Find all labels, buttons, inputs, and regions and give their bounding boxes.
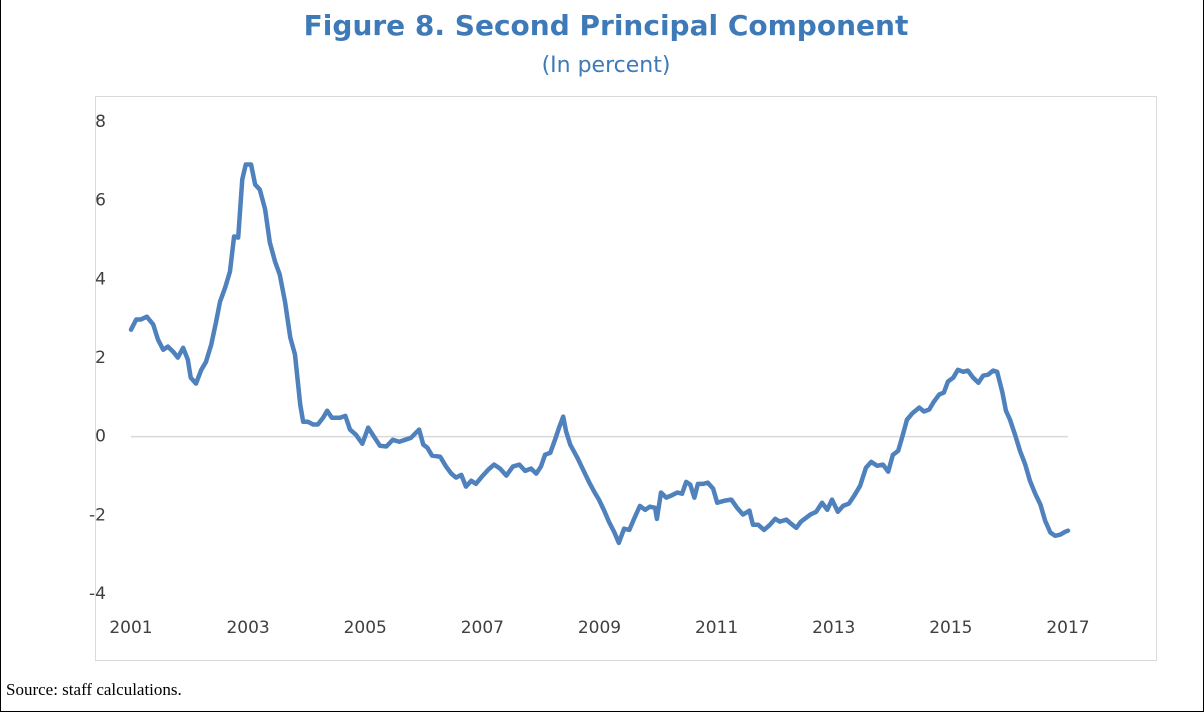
- plot-frame: [95, 96, 1157, 661]
- y-tick-label: 6: [95, 191, 106, 211]
- x-tick-label: 2011: [695, 618, 738, 638]
- y-tick-label: -4: [89, 584, 106, 604]
- series-line: [128, 162, 1071, 546]
- x-tick-label: 2009: [578, 618, 621, 638]
- y-tick-label: -2: [89, 505, 106, 525]
- chart: Figure 8. Second Principal Component (In…: [89, 9, 1157, 661]
- y-tick-label: 8: [95, 112, 106, 132]
- x-tick-label: 2003: [226, 618, 269, 638]
- y-tick-label: 2: [95, 348, 106, 368]
- chart-subtitle: (In percent): [542, 53, 671, 78]
- y-tick-label: 0: [95, 427, 106, 447]
- x-tick-label: 2007: [461, 618, 504, 638]
- x-tick-label: 2017: [1046, 618, 1089, 638]
- source-note: Source: staff calculations.: [6, 680, 182, 699]
- chart-title: Figure 8. Second Principal Component: [304, 9, 909, 42]
- x-tick-label: 2013: [812, 618, 855, 638]
- x-tick-label: 2015: [929, 618, 972, 638]
- y-tick-label: 4: [95, 269, 106, 289]
- x-tick-label: 2001: [109, 618, 152, 638]
- x-tick-label: 2005: [344, 618, 387, 638]
